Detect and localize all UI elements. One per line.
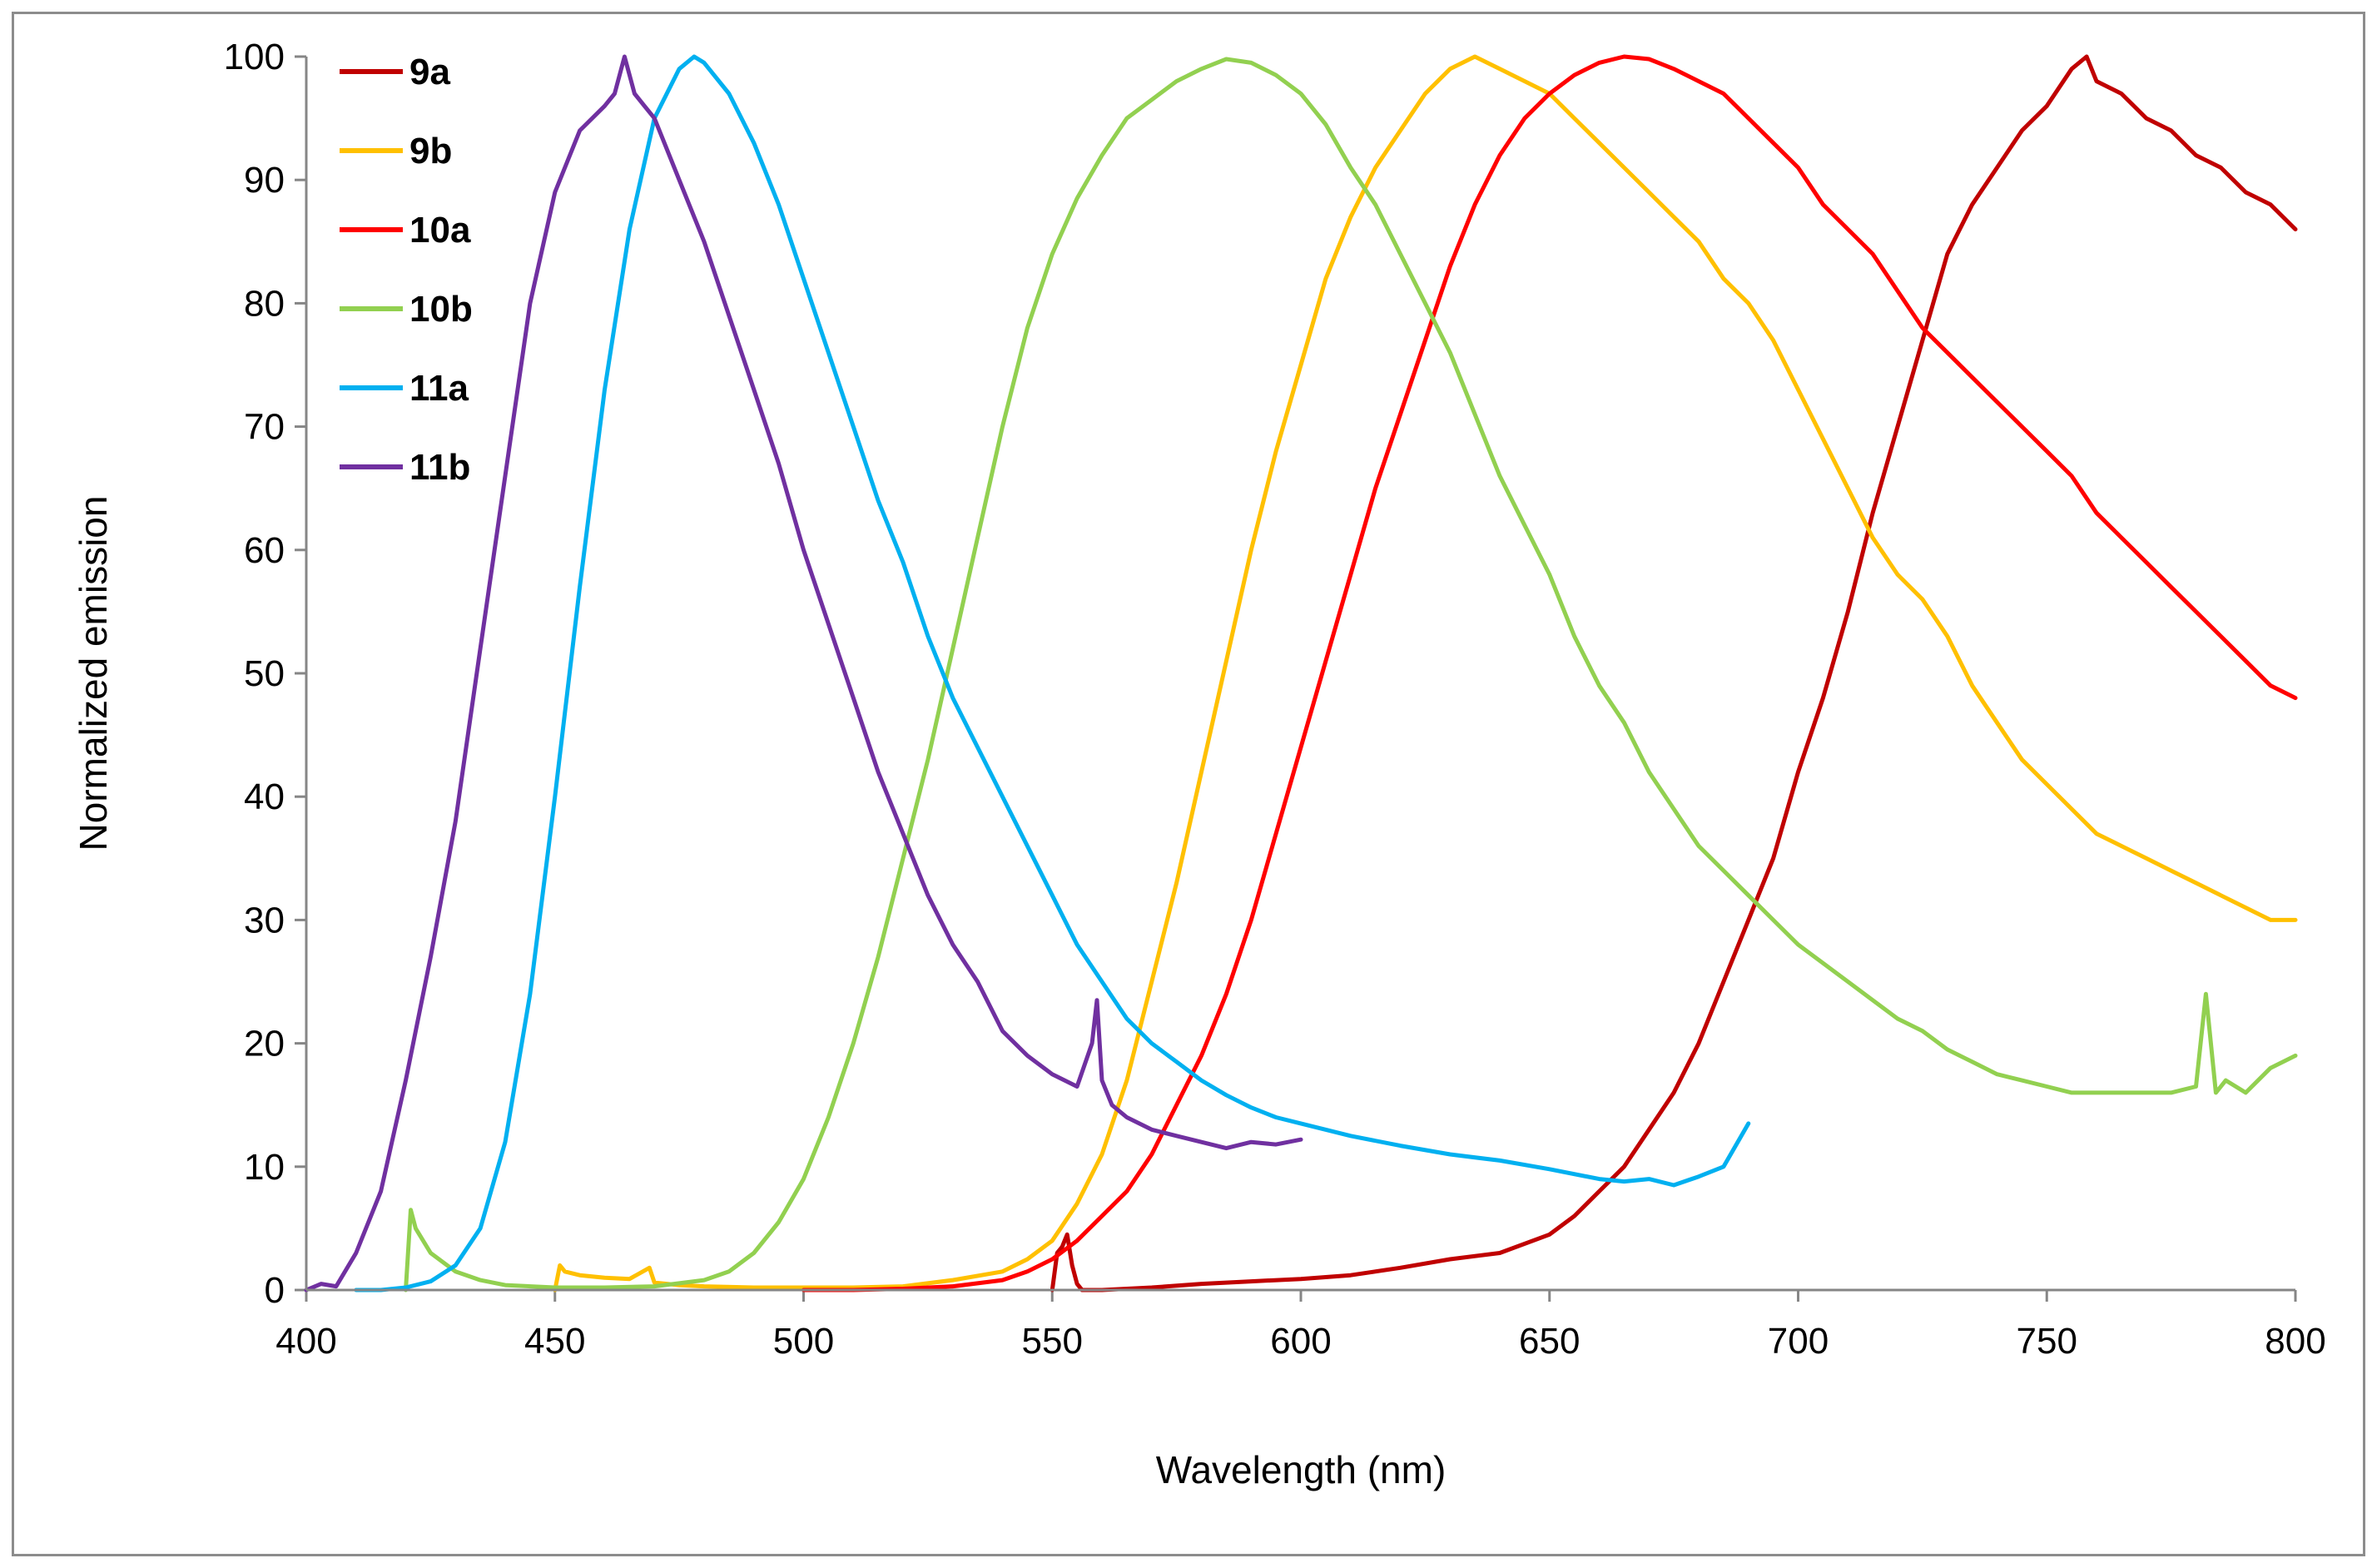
y-tick-label: 0 (265, 1270, 285, 1311)
y-tick-label: 60 (244, 530, 285, 571)
y-tick-label: 80 (244, 283, 285, 324)
series-line-11b (304, 54, 1303, 1293)
y-tick-label: 100 (224, 37, 285, 77)
series-line-9a (1050, 54, 2298, 1293)
y-tick-label: 90 (244, 160, 285, 201)
series-line-10b (404, 57, 2298, 1293)
chart-frame (12, 12, 2365, 1556)
y-tick-label: 30 (244, 900, 285, 940)
series-line-11a (354, 54, 1751, 1293)
y-tick-label: 20 (244, 1024, 285, 1064)
legend-label-10a: 10a (409, 210, 471, 251)
x-tick-label: 550 (1022, 1321, 1083, 1362)
series-line-10a (801, 54, 2298, 1293)
legend: 9a 9b 10a 10b 11a 11b (340, 52, 473, 488)
x-tick-label: 600 (1270, 1321, 1331, 1362)
legend-label-11a: 11a (409, 368, 469, 409)
x-tick-label: 400 (275, 1321, 336, 1362)
x-tick-label: 450 (524, 1321, 585, 1362)
plot-series (304, 54, 2298, 1293)
legend-label-9b: 9b (409, 131, 452, 171)
x-axis-ticks: 400 450 500 550 600 650 700 750 800 (275, 1290, 2326, 1362)
y-tick-label: 70 (244, 407, 285, 448)
y-tick-label: 50 (244, 653, 285, 694)
y-tick-label: 40 (244, 777, 285, 817)
x-tick-label: 800 (2265, 1321, 2325, 1362)
x-tick-label: 700 (1768, 1321, 1829, 1362)
legend-label-10b: 10b (409, 289, 473, 330)
x-tick-label: 750 (2017, 1321, 2077, 1362)
x-tick-label: 500 (773, 1321, 834, 1362)
y-tick-label: 10 (244, 1147, 285, 1188)
x-axis-title: Wavelength (nm) (1156, 1448, 1447, 1491)
legend-label-9a: 9a (409, 52, 450, 92)
legend-label-11b: 11b (409, 447, 470, 488)
y-axis-ticks: 0 10 20 30 40 50 60 70 80 90 100 (224, 37, 306, 1311)
y-axis-title: Normalized emission (72, 496, 115, 851)
x-tick-label: 650 (1519, 1321, 1580, 1362)
series-line-9b (553, 54, 2298, 1293)
